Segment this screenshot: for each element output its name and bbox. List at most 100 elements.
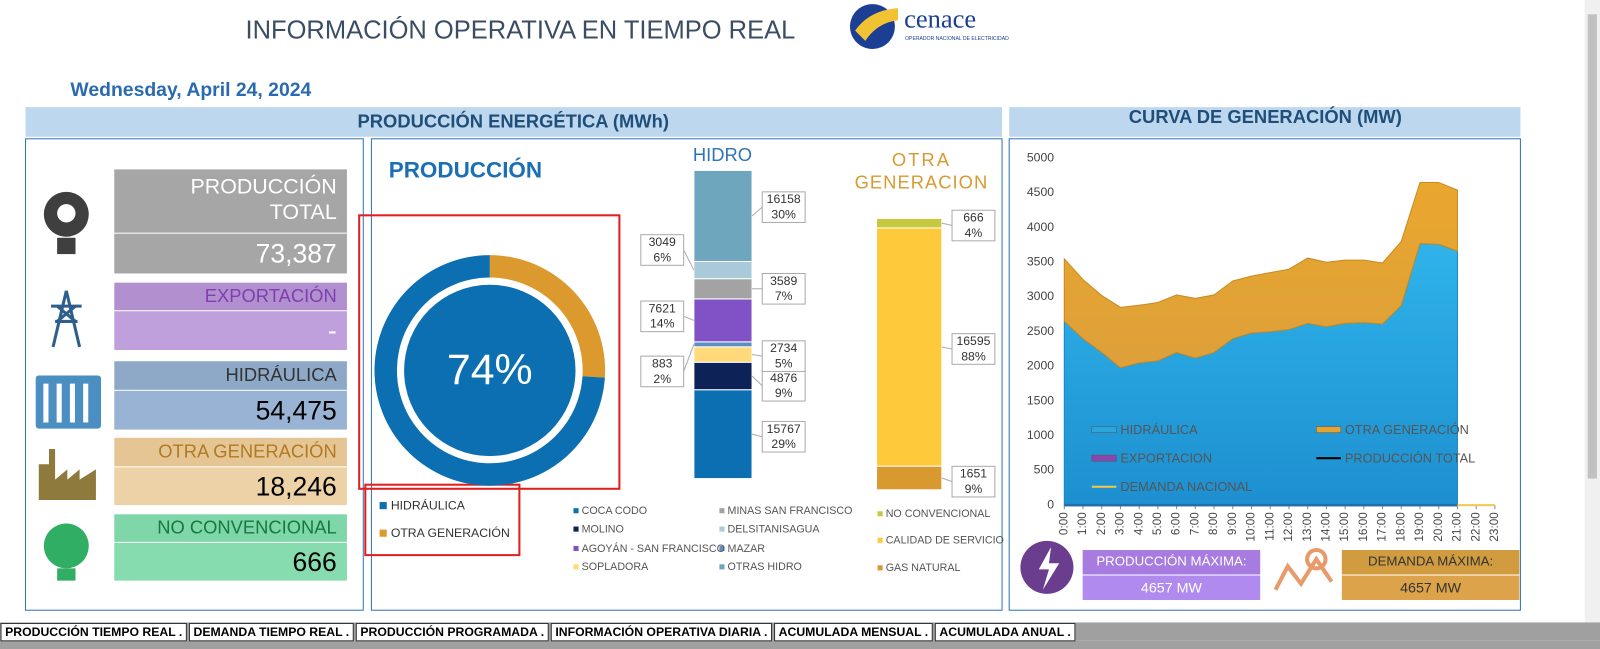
tab[interactable] [0,622,187,642]
card-value: 18,246 [256,471,337,501]
percent-label: 30% [771,208,796,222]
tab[interactable] [550,622,773,642]
x-tick-label: 13:00 [1301,512,1314,542]
card-value-bg [114,233,347,274]
card-label-bg [114,361,347,390]
tab-label[interactable]: PRODUCCIÓN TIEMPO REAL . [5,624,182,639]
legend-label: COCA CODO [582,505,647,517]
chart-title: OTRA [892,149,951,170]
legend-swatch [877,537,883,543]
section-title: CURVA DE GENERACIÓN (MW) [1129,106,1402,127]
x-tick-label: 12:00 [1282,512,1295,542]
tab[interactable] [355,622,549,642]
x-tick-label: 20:00 [1432,512,1445,542]
data-label: 3589 [770,274,797,288]
highlight-box [364,483,521,557]
data-label: 4876 [770,371,797,385]
x-tick-label: 4:00 [1132,512,1145,535]
bar-segment [876,217,943,229]
tab-label[interactable]: PRODUCCIÓN PROGRAMADA . [360,624,544,639]
bar-segment [876,227,943,467]
callout-box [951,333,996,365]
callout-leader [751,433,763,438]
y-tick-label: 4000 [1027,220,1054,234]
chart-title: PRODUCCIÓN [389,157,542,182]
card-value: 666 [292,547,336,577]
legend-swatch [719,508,725,514]
callout-leader [751,375,763,387]
x-tick-label: 7:00 [1188,512,1201,535]
percent-label: 14% [650,317,675,331]
card-label: HIDRÁULICA [226,364,338,385]
chart-title: GENERACION [855,172,989,193]
tab[interactable] [188,622,354,642]
legend-swatch [1316,426,1342,433]
section-title: PRODUCCIÓN ENERGÉTICA (MWh) [358,110,669,131]
x-tick-label: 3:00 [1114,512,1127,535]
data-label: 1651 [960,467,987,481]
card-label-bg [114,169,347,233]
tab-label[interactable]: DEMANDA TIEMPO REAL . [194,625,350,639]
page-title: INFORMACIÓN OPERATIVA EN TIEMPO REAL [246,15,796,44]
tab-label[interactable]: INFORMACIÓN OPERATIVA DIARIA . [555,624,767,639]
legend-swatch [719,564,725,570]
logo-swoosh [855,8,898,41]
legend-swatch [719,526,725,532]
section-header [25,107,1003,137]
bar-segment [693,260,753,280]
max-card-label: PRODUCCIÓN MÁXIMA: [1096,554,1246,569]
data-label: 16158 [767,192,801,206]
area [1063,181,1458,369]
percent-label: 6% [653,250,671,264]
callout-box [761,420,806,453]
tab-label[interactable]: ACUMULADA ANUAL . [939,625,1070,639]
callout-box [640,234,685,266]
card-label-bg [114,282,347,311]
data-label: 666 [963,211,984,225]
card-value-bg [114,542,347,581]
x-tick-label: 6:00 [1170,512,1183,535]
logo: cenace OPERADOR NACIONAL DE ELECTRICIDAD [850,4,1009,49]
data-label: 7621 [649,301,676,315]
x-tick-label: 15:00 [1338,512,1351,542]
y-tick-label: 1500 [1027,393,1054,407]
callout-leader [683,249,695,271]
legend-swatch [573,564,579,570]
card-value-bg [114,390,347,430]
data-label: 3049 [649,235,676,249]
tab[interactable] [934,622,1076,642]
x-tick-label: 5:00 [1151,512,1164,535]
tab[interactable] [774,622,933,642]
card-label: EXPORTACIÓN [205,285,337,306]
legend-swatch [1091,454,1117,462]
callout-box [640,300,685,333]
icon-dam [35,375,102,429]
card-value: 73,387 [256,239,337,269]
x-tick-label: 9:00 [1226,512,1239,535]
y-tick-label: 5000 [1027,150,1054,164]
max-card-label-bg [1341,550,1520,575]
bar-segment [693,361,753,391]
x-tick-label: 22:00 [1469,512,1482,542]
icon-demand [1273,547,1334,591]
legend-label: HIDRÁULICA [1120,422,1198,437]
bar-segment [693,389,753,480]
panel [370,138,1003,611]
tab-label[interactable]: ACUMULADA MENSUAL . [779,625,929,639]
card-label: OTRA GENERACIÓN [158,440,337,461]
scrollbar-thumb[interactable] [1587,14,1597,479]
date: Wednesday, April 24, 2024 [70,79,311,101]
bar-segment [876,465,943,491]
percent-label: 29% [771,437,796,451]
data-label: 883 [652,357,673,371]
percent-label: 88% [961,349,986,363]
legend-label: NO CONVENCIONAL [886,508,991,520]
x-tick-label: 16:00 [1357,512,1370,542]
bar-segment [693,278,753,300]
card-label: PRODUCCIÓN [190,173,336,198]
callout-leader [751,206,763,217]
tab-bar [0,640,1600,649]
bar-segment [693,298,753,343]
legend-label: GAS NATURAL [886,562,961,574]
logo-tagline: OPERADOR NACIONAL DE ELECTRICIDAD [905,36,1009,42]
